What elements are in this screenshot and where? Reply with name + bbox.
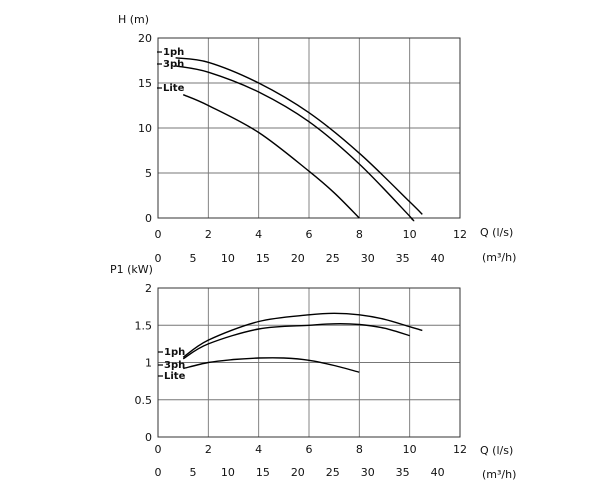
power-x2-tick-label: 30 [361,466,375,479]
power-series-label-3ph: 3ph [164,360,185,371]
power-curve-lite [183,357,360,373]
power-x2-tick-label: 0 [155,466,162,479]
power-x-tick-label: 0 [155,443,162,456]
head-y-tick-label: 0 [145,212,152,225]
head-x-tick-label: 12 [453,228,467,241]
head-plot-frame [157,37,461,219]
head-x-tick-label: 6 [306,228,313,241]
power-x2-tick-label: 35 [396,466,410,479]
power-series-label-1ph: 1ph [164,347,185,358]
power-x2-tick-label: 10 [221,466,235,479]
head-x-tick-label: 10 [403,228,417,241]
head-x-axis-label: Q (l/s) [480,226,513,239]
power-y-tick-label: 1.5 [135,319,153,332]
power-y-tick-label: 2 [145,282,152,295]
power-x2-axis-label: (m³/h) [482,468,516,481]
power-x2-tick-label: 5 [189,466,196,479]
head-chart-panel: H (m) Q (l/s) (m³/h) 0 5 10 15 20 0 2 4 6 8 10 12 0 5… [118,13,516,265]
head-y-tick-label: 10 [138,122,152,135]
power-plot-frame [157,287,461,438]
power-x-axis-label: Q (l/s) [480,444,513,457]
power-x-tick-label: 2 [205,443,212,456]
head-curve-1ph [175,57,423,215]
power-x2-tick-label: 15 [256,466,270,479]
head-x2-axis-label: (m³/h) [482,251,516,264]
head-curve-3ph [175,65,415,222]
power-x-tick-label: 12 [453,443,467,456]
power-curve-1ph [182,312,423,358]
power-x-tick-label: 6 [306,443,313,456]
head-series-label-1ph: 1ph [163,47,184,58]
head-curve-lite [182,94,360,219]
power-x2-tick-label: 20 [291,466,305,479]
power-chart-panel: P1 (kW) Q (l/s) (m³/h) 00.511.520 2 4 6 8 10 1… [110,263,516,481]
power-y-tick-label: 1 [145,357,152,370]
head-x-tick-label: 4 [255,228,262,241]
head-x-tick-label: 2 [205,228,212,241]
head-y-tick-label: 20 [138,32,152,45]
power-x2-tick-label: 40 [431,466,445,479]
power-y-tick-label: 0 [145,431,152,444]
head-x2-tick-label: 5 [189,252,196,265]
head-x2-tick-label: 40 [431,252,445,265]
power-series-label-lite: Lite [164,371,186,382]
power-y-tick-label: 0.5 [135,394,153,407]
head-x2-tick-label: 15 [256,252,270,265]
head-series-label-lite: Lite [163,83,185,94]
power-x-tick-label: 4 [255,443,262,456]
power-y-axis-label: P1 (kW) [110,263,153,276]
power-x-tick-label: 8 [356,443,363,456]
power-x-tick-label: 10 [403,443,417,456]
head-x-tick-label: 0 [155,228,162,241]
head-y-axis-label: H (m) [118,13,149,26]
head-y-tick-label: 15 [138,77,152,90]
head-x2-tick-label: 10 [221,252,235,265]
head-x2-tick-label: 30 [361,252,375,265]
head-series-label-3ph: 3ph [163,59,184,70]
power-curve-3ph [182,323,410,360]
head-y-tick-label: 5 [145,167,152,180]
head-x-tick-label: 8 [356,228,363,241]
power-x2-tick-label: 25 [326,466,340,479]
head-x2-tick-label: 25 [326,252,340,265]
head-x2-tick-label: 35 [396,252,410,265]
head-x2-tick-label: 0 [155,252,162,265]
head-x2-tick-label: 20 [291,252,305,265]
